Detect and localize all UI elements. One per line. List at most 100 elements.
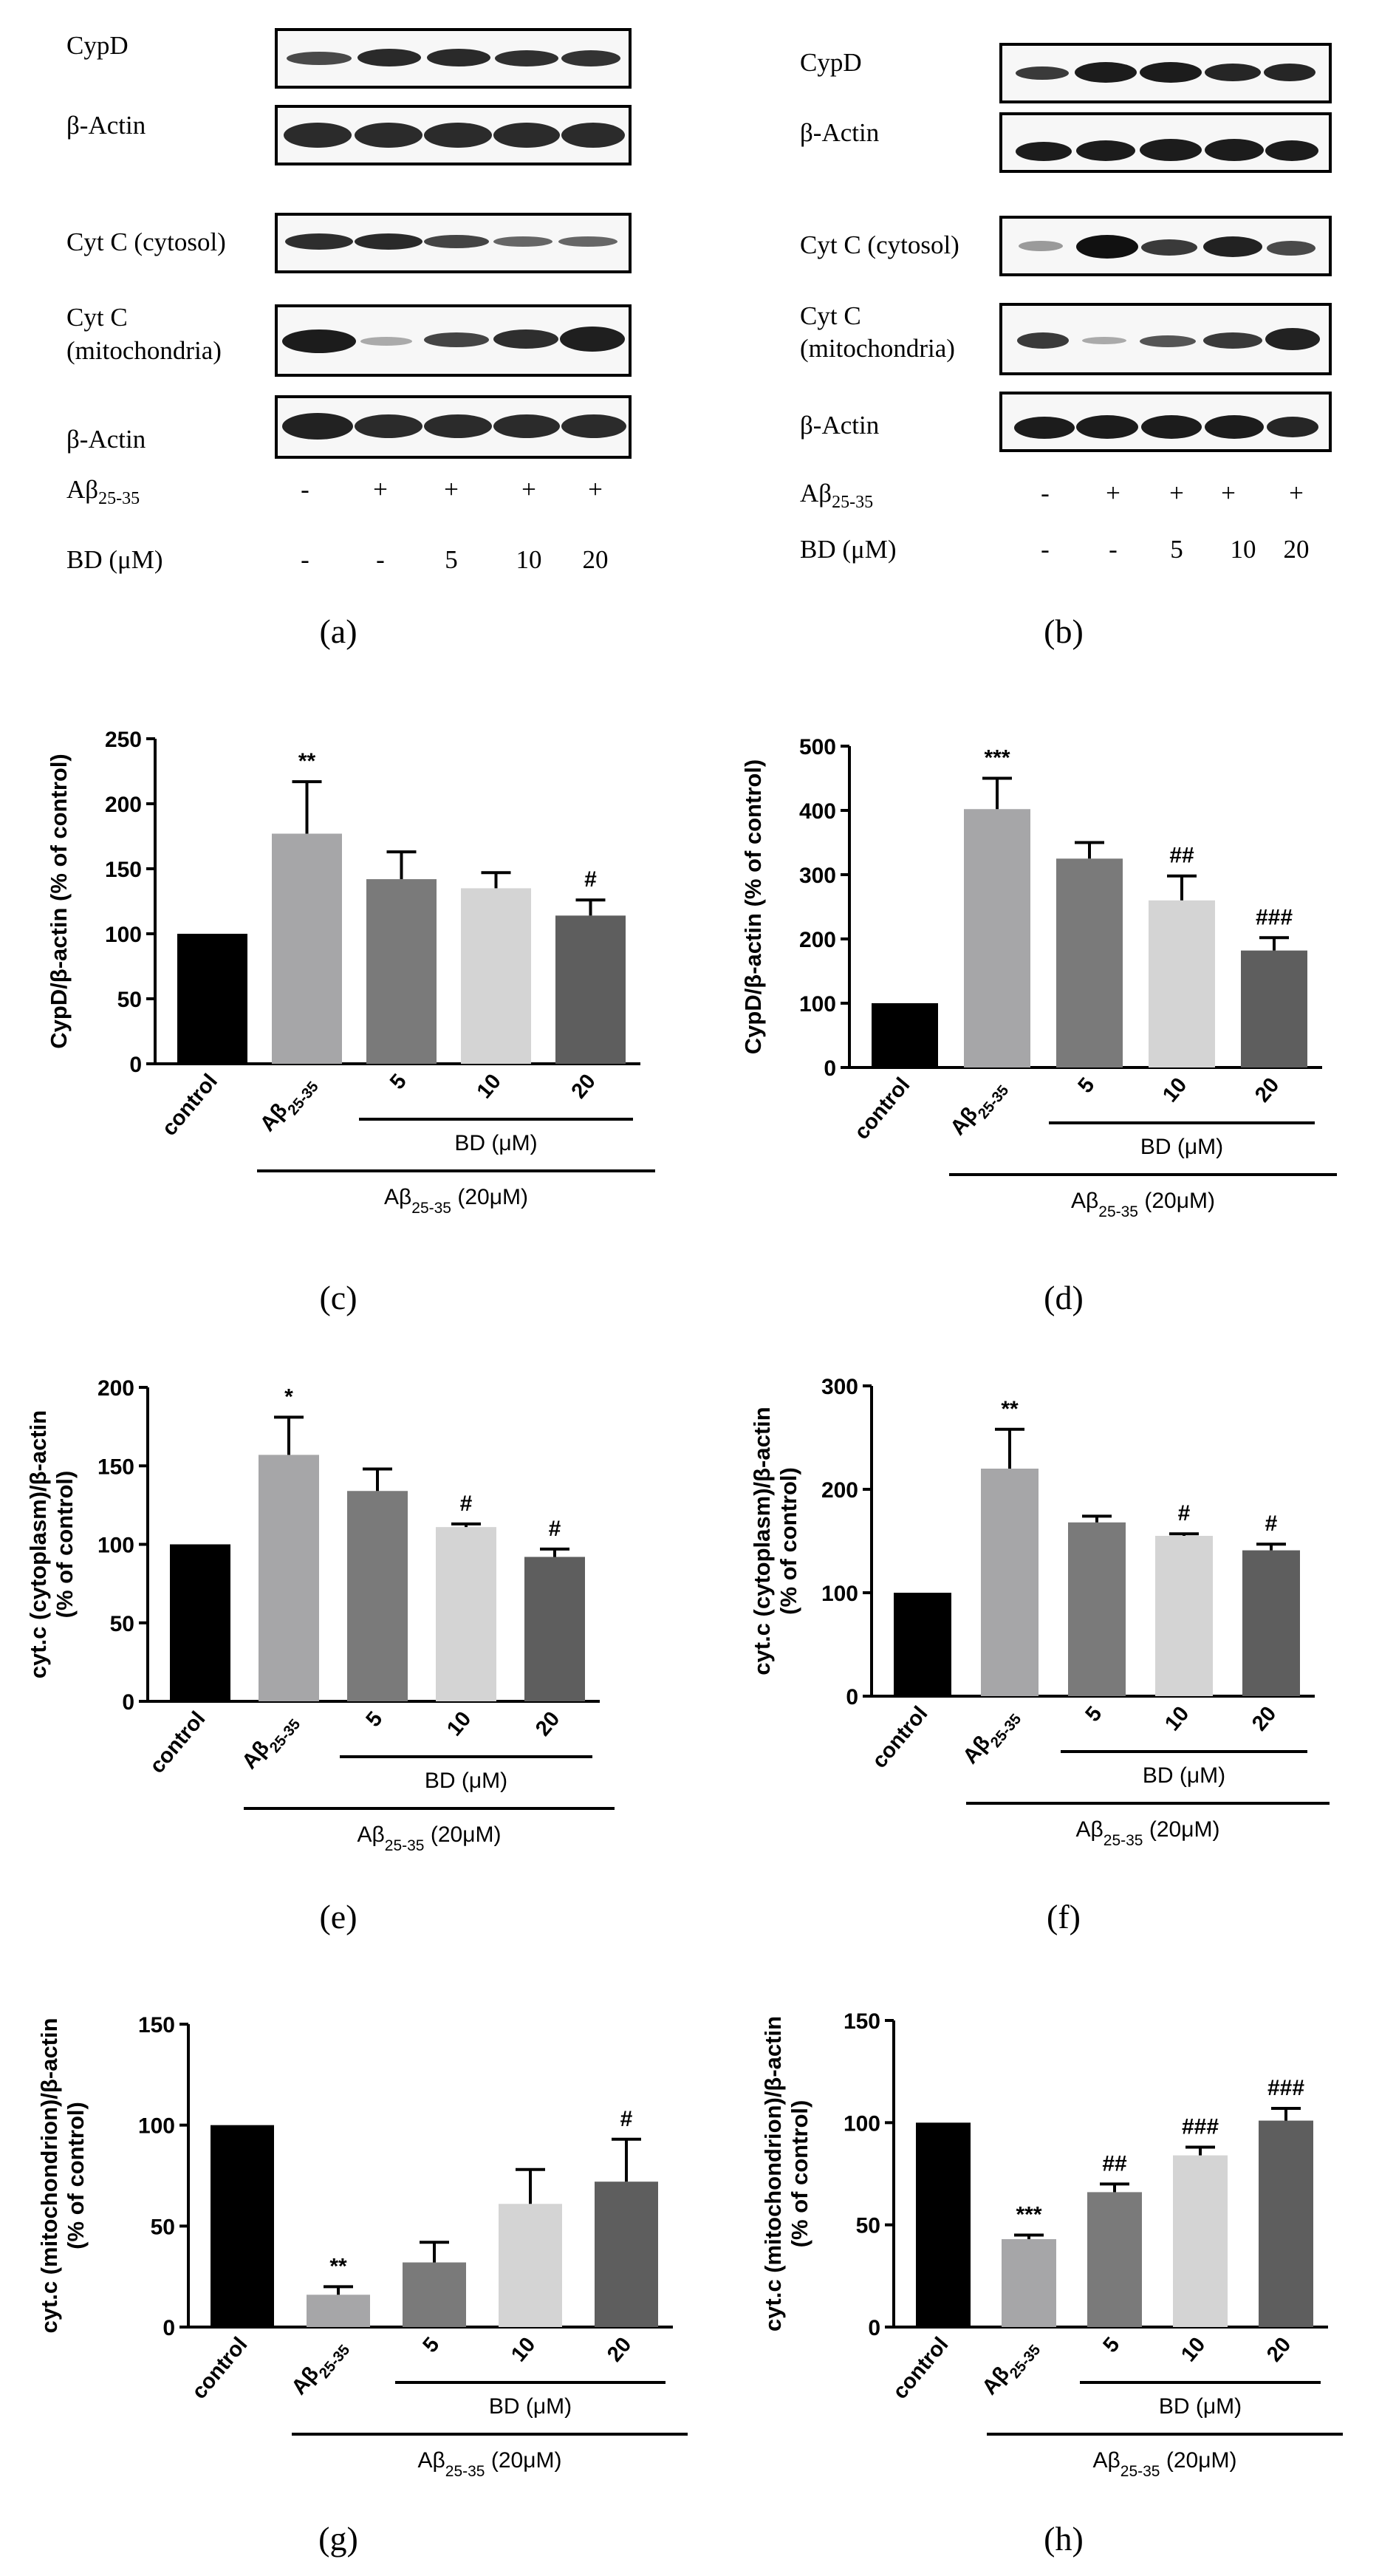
panel-label-g: (g) (318, 2520, 358, 2558)
y-tick-label: 100 (138, 2114, 175, 2139)
blot-a-label-cypd: CypD (66, 31, 129, 60)
x-tick-label: control (868, 1702, 933, 1773)
x-tick-label: 20 (567, 1070, 601, 1103)
x-tick-label: Aβ25-35 (959, 1702, 1025, 1773)
y-tick-label: 100 (821, 1582, 858, 1606)
y-axis-title: cyt.c (mitochondrion)/β-actin (760, 2016, 786, 2331)
bar-2 (259, 1455, 319, 1701)
bar-4 (499, 2204, 562, 2327)
x-tick-label: 20 (531, 1707, 564, 1740)
bar-5 (524, 1557, 585, 1701)
chart-f: 0 100 200 300 cyt.c (cytoplasm)/β-actin (% of… (749, 1375, 1330, 1849)
blot-b-ab-value: + (1106, 479, 1120, 508)
blot-b-label-mitochondria: (mitochondria) (800, 334, 955, 363)
x-tick-label: 20 (1250, 1073, 1284, 1107)
y-tick-label: 100 (799, 992, 836, 1017)
bar-2 (1002, 2239, 1056, 2327)
bar-3 (366, 879, 437, 1064)
bar-5 (555, 915, 626, 1064)
blot-a-cytc-mito-strip (275, 304, 632, 377)
bar-2 (272, 833, 342, 1064)
panel-label-e: (e) (319, 1898, 357, 1936)
blot-b-ab-value: - (1041, 479, 1050, 508)
blot-a-actin-strip-2 (275, 395, 632, 459)
bar-4 (1149, 900, 1215, 1067)
blot-b-cypd-strip (999, 43, 1332, 103)
bd-bracket-label: BD (μM) (1140, 1135, 1223, 1159)
y-tick-label: 100 (105, 923, 142, 947)
blot-b-ab-value: + (1289, 479, 1304, 508)
y-tick-label: 0 (129, 1053, 142, 1077)
blot-b-label-cytc: Cyt C (800, 301, 861, 330)
blot-a-cypd-strip (275, 28, 632, 89)
significance-mark: ### (1267, 2076, 1304, 2100)
y-axis-title: (% of control) (63, 2102, 89, 2249)
significance-mark: ** (1001, 1397, 1019, 1421)
x-tick-label: 5 (361, 1707, 387, 1732)
significance-mark: # (1265, 1511, 1278, 1536)
y-tick-label: 250 (105, 728, 142, 752)
bar-1 (211, 2125, 274, 2327)
bar-1 (177, 934, 247, 1064)
significance-mark: ### (1182, 2115, 1219, 2139)
x-tick-label: 20 (1248, 1702, 1281, 1735)
y-tick-label: 150 (138, 2013, 175, 2037)
blot-b-label-cytc-cytosol: Cyt C (cytosol) (800, 230, 959, 259)
blot-b-bd-label: BD (μM) (800, 535, 897, 564)
y-tick-label: 100 (844, 2111, 880, 2136)
blot-a-ab-label: Aβ25-35 (66, 475, 140, 508)
bar-4 (436, 1527, 496, 1701)
y-tick-label: 150 (844, 2009, 880, 2034)
x-tick-label: control (157, 1070, 222, 1141)
x-tick-label: 10 (473, 1070, 506, 1103)
y-tick-label: 150 (105, 858, 142, 882)
panel-label-h: (h) (1044, 2520, 1084, 2558)
bar-4 (461, 888, 531, 1064)
bar-3 (1068, 1522, 1126, 1696)
chart-e: 0 50 100 150 200 cyt.c (cytoplasm)/β-actin (% … (25, 1376, 615, 1854)
bar-5 (1259, 2120, 1313, 2327)
x-tick-label: 5 (386, 1070, 411, 1094)
blot-a-bd-value: - (376, 545, 385, 574)
bd-bracket-label: BD (μM) (1143, 1763, 1225, 1788)
x-tick-label: 10 (1160, 1702, 1194, 1735)
bar-2 (981, 1469, 1039, 1696)
y-tick-label: 0 (846, 1685, 858, 1709)
bar-1 (170, 1544, 230, 1701)
blot-b-label-actin-1: β-Actin (800, 118, 880, 147)
y-axis-title: (% of control) (787, 2100, 812, 2248)
blot-b-actin-strip-2 (999, 392, 1332, 452)
blot-a-label-mitochondria: (mitochondria) (66, 336, 222, 365)
significance-mark: # (1178, 1501, 1191, 1526)
x-tick-label: 10 (1177, 2333, 1210, 2366)
bar-2 (964, 809, 1030, 1067)
bar-1 (916, 2122, 971, 2327)
y-tick-label: 200 (799, 928, 836, 952)
x-tick-label: control (889, 2333, 954, 2404)
blot-a-label-cytc: Cyt C (66, 303, 128, 332)
panel-label-a: (a) (319, 612, 357, 650)
y-tick-label: 50 (856, 2214, 880, 2238)
significance-mark: ## (1102, 2151, 1127, 2176)
bd-bracket-label: BD (μM) (425, 1769, 507, 1793)
x-tick-label: 10 (442, 1707, 476, 1740)
blot-a-bd-value: 5 (445, 545, 458, 574)
bar-3 (403, 2262, 466, 2327)
bar-5 (595, 2182, 658, 2327)
significance-mark: *** (984, 746, 1010, 771)
ab-bracket-label: Aβ25-35 (20μM) (418, 2448, 562, 2480)
significance-mark: # (584, 867, 597, 892)
blot-b-bd-value: - (1109, 535, 1118, 564)
y-tick-label: 50 (117, 988, 142, 1012)
y-axis-title: cyt.c (cytoplasm)/β-actin (25, 1410, 51, 1678)
blot-a-ab-value: - (301, 475, 309, 504)
x-tick-label: control (850, 1073, 915, 1144)
x-tick-label: 5 (1081, 1702, 1106, 1726)
blot-a-ab-value: + (521, 475, 536, 504)
blot-b-label-actin-2: β-Actin (800, 411, 880, 440)
blot-b-ab-value: + (1221, 479, 1236, 508)
y-tick-label: 100 (97, 1534, 134, 1558)
y-tick-label: 50 (110, 1612, 134, 1636)
significance-mark: ** (298, 749, 316, 773)
